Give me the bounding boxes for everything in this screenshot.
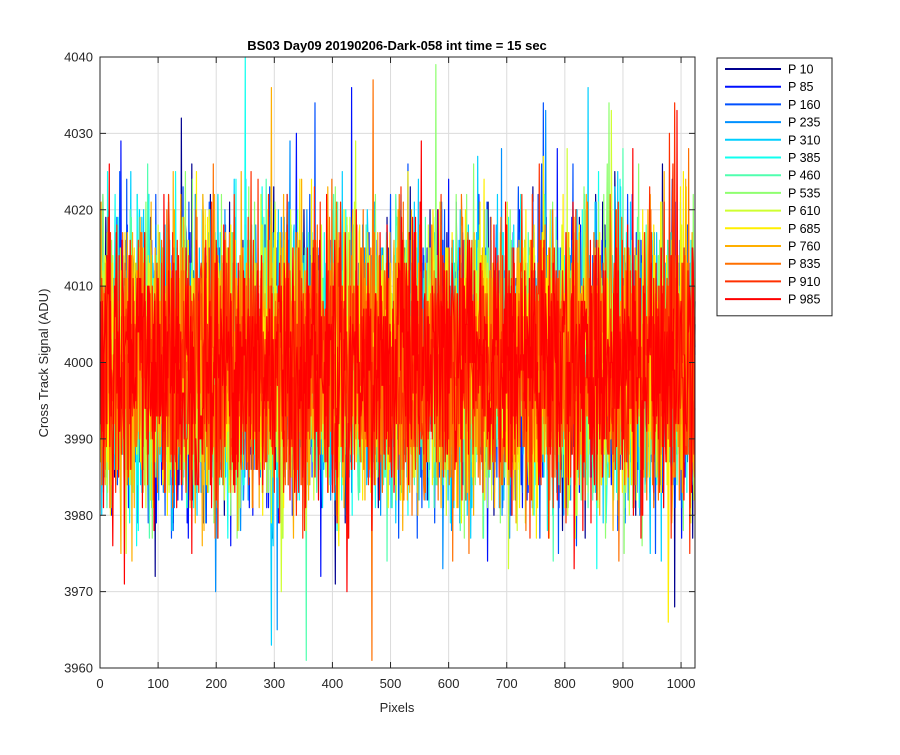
legend-item: P 760 — [725, 240, 820, 254]
series-lines — [99, 56, 696, 661]
x-tick-label: 200 — [205, 676, 227, 691]
legend-item: P 85 — [725, 80, 814, 94]
legend-label: P 535 — [788, 186, 820, 200]
legend-label: P 310 — [788, 133, 820, 147]
series-line-p985 — [99, 109, 696, 593]
y-tick-label: 4010 — [64, 279, 93, 294]
x-tick-label: 300 — [263, 676, 285, 691]
y-tick-label: 4000 — [64, 355, 93, 370]
x-tick-label: 500 — [380, 676, 402, 691]
legend-item: P 835 — [725, 257, 820, 271]
legend-item: P 685 — [725, 222, 820, 236]
x-tick-label: 900 — [612, 676, 634, 691]
legend-label: P 835 — [788, 257, 820, 271]
y-tick-label: 3960 — [64, 661, 93, 676]
legend-label: P 85 — [788, 80, 814, 94]
legend-item: P 460 — [725, 169, 820, 183]
y-tick-label: 4020 — [64, 202, 93, 217]
legend-label: P 610 — [788, 204, 820, 218]
x-tick-label: 800 — [554, 676, 576, 691]
x-axis-label: Pixels — [380, 700, 415, 715]
x-tick-label: 600 — [438, 676, 460, 691]
legend-label: P 460 — [788, 169, 820, 183]
legend-item: P 910 — [725, 275, 820, 289]
legend-box — [716, 57, 833, 317]
x-tick-label: 400 — [322, 676, 344, 691]
legend-label: P 685 — [788, 222, 820, 236]
legend-label: P 910 — [788, 275, 820, 289]
y-tick-label: 3990 — [64, 431, 93, 446]
legend-item: P 535 — [725, 186, 820, 200]
legend-label: P 760 — [788, 240, 820, 254]
chart-title: BS03 Day09 20190206-Dark-058 int time = … — [247, 38, 547, 53]
legend-item: P 235 — [725, 116, 820, 130]
legend-item: P 610 — [725, 204, 820, 218]
y-tick-label: 4030 — [64, 126, 93, 141]
legend-item: P 310 — [725, 133, 820, 147]
legend-label: P 235 — [788, 116, 820, 130]
legend-item: P 985 — [725, 293, 820, 307]
x-tick-label: 100 — [147, 676, 169, 691]
x-tick-label: 700 — [496, 676, 518, 691]
legend-label: P 160 — [788, 98, 820, 112]
plot-area: 0 100 200 300 400 500 600 700 800 900 1000 3960 3970… — [64, 50, 696, 691]
legend-label: P 985 — [788, 293, 820, 307]
x-tick-label: 1000 — [667, 676, 696, 691]
legend-item: P 160 — [725, 98, 820, 112]
y-tick-label: 3970 — [64, 584, 93, 599]
y-tick-label: 4040 — [64, 50, 93, 65]
legend: P 10 P 85 P 160 P 235 P 310 P 385 P 460 P 535 P … — [716, 57, 833, 317]
legend-item: P 385 — [725, 151, 820, 165]
x-tick-label: 0 — [96, 676, 103, 691]
y-tick-label: 3980 — [64, 508, 93, 523]
y-axis-label: Cross Track Signal (ADU) — [36, 289, 51, 438]
legend-label: P 10 — [788, 63, 814, 77]
legend-label: P 385 — [788, 151, 820, 165]
legend-item: P 10 — [725, 63, 814, 77]
